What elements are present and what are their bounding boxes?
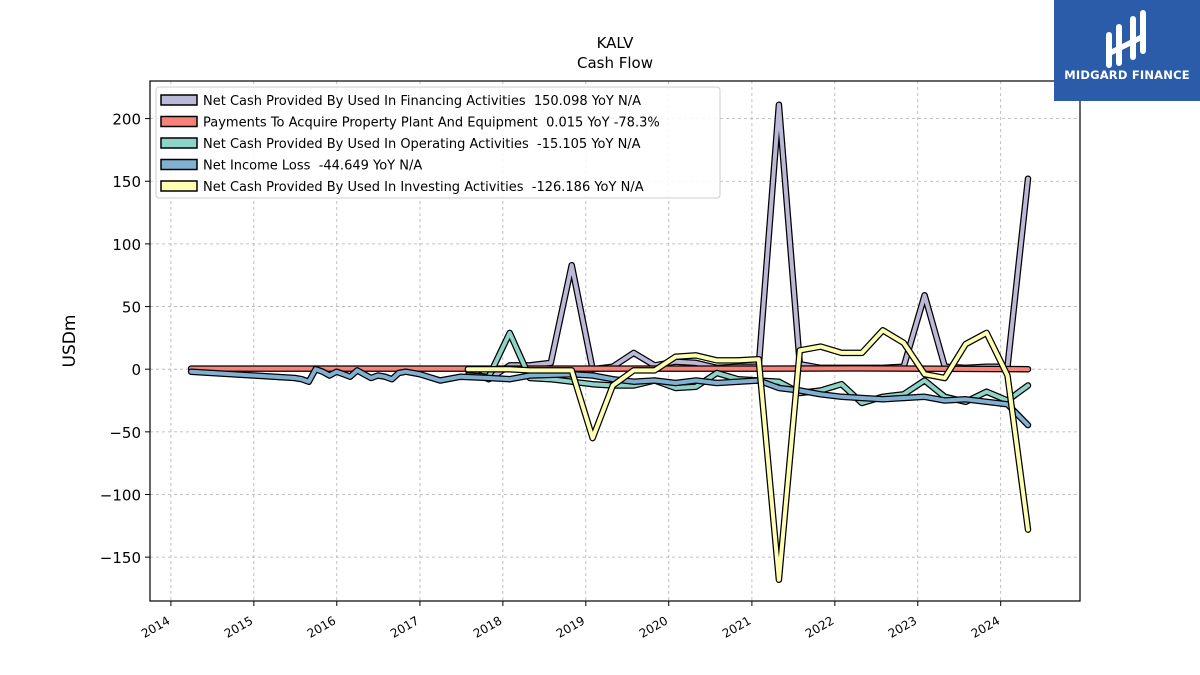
legend-entry-label: Net Income Loss -44.649 YoY N/A bbox=[203, 159, 422, 174]
plot-frame bbox=[149, 80, 1081, 602]
y-tick-label: −50 bbox=[109, 424, 141, 442]
series-line-1 bbox=[189, 366, 1030, 372]
x-tick-label: 2023 bbox=[886, 613, 919, 640]
midgard-logo-icon bbox=[1106, 10, 1146, 68]
legend-entry-label: Net Cash Provided By Used In Financing A… bbox=[203, 94, 641, 109]
x-tick-label: 2014 bbox=[139, 613, 172, 640]
x-tick-label: 2019 bbox=[554, 613, 587, 640]
legend-swatch bbox=[160, 115, 198, 128]
y-tick-label: 200 bbox=[112, 111, 141, 129]
y-tick-label: 150 bbox=[112, 173, 141, 191]
x-tick-label: 2018 bbox=[471, 613, 504, 640]
x-tick-label: 2020 bbox=[637, 613, 670, 640]
legend: Net Cash Provided By Used In Financing A… bbox=[155, 86, 721, 199]
legend-box bbox=[155, 86, 721, 199]
chart-subtitle: Cash Flow bbox=[577, 54, 653, 72]
y-tick-label: −150 bbox=[100, 549, 141, 567]
series-line-3 bbox=[189, 367, 1030, 428]
y-tick-label: 50 bbox=[122, 299, 141, 317]
legend-swatch bbox=[160, 94, 198, 106]
series-line-4 bbox=[465, 328, 1030, 582]
legend-swatch bbox=[160, 137, 198, 149]
legend-entry-label: Net Cash Provided By Used In Investing A… bbox=[203, 180, 644, 195]
legend-swatch bbox=[160, 158, 198, 171]
y-tick-label: −100 bbox=[100, 486, 141, 504]
series-lines bbox=[187, 101, 1032, 583]
x-tick-label: 2015 bbox=[222, 613, 255, 640]
legend-entry-label: Payments To Acquire Property Plant And E… bbox=[203, 116, 660, 131]
x-tick-label: 2021 bbox=[720, 613, 753, 640]
y-tick-label: 100 bbox=[112, 236, 141, 254]
x-tick-label: 2024 bbox=[969, 613, 1002, 640]
midgard-finance-logo: MIDGARD FINANCE bbox=[1054, 0, 1200, 101]
grid bbox=[150, 81, 1080, 601]
legend-entry-label: Net Cash Provided By Used In Operating A… bbox=[203, 137, 641, 152]
chart-title: KALV bbox=[597, 34, 635, 52]
x-tick-label: 2017 bbox=[388, 613, 421, 640]
legend-swatch bbox=[160, 180, 198, 192]
y-tick-label: 0 bbox=[131, 361, 141, 379]
x-tick-label: 2016 bbox=[305, 613, 338, 640]
logo-text: MIDGARD FINANCE bbox=[1064, 68, 1190, 82]
x-tick-label: 2022 bbox=[803, 613, 836, 640]
y-axis-label: USDm bbox=[60, 315, 80, 368]
